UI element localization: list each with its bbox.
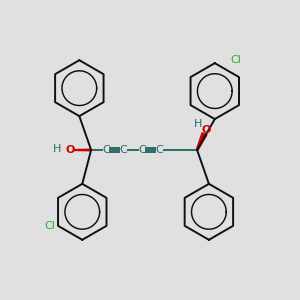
Text: C: C: [138, 145, 146, 155]
Polygon shape: [196, 133, 207, 150]
Text: Cl: Cl: [230, 56, 241, 65]
Text: C: C: [120, 145, 128, 155]
Text: C: C: [155, 145, 163, 155]
Polygon shape: [74, 149, 91, 151]
Text: Cl: Cl: [44, 221, 55, 231]
Text: O: O: [65, 145, 75, 155]
Text: C: C: [102, 145, 110, 155]
Text: O: O: [201, 125, 211, 135]
Text: H: H: [194, 118, 202, 128]
Text: H: H: [53, 143, 61, 154]
